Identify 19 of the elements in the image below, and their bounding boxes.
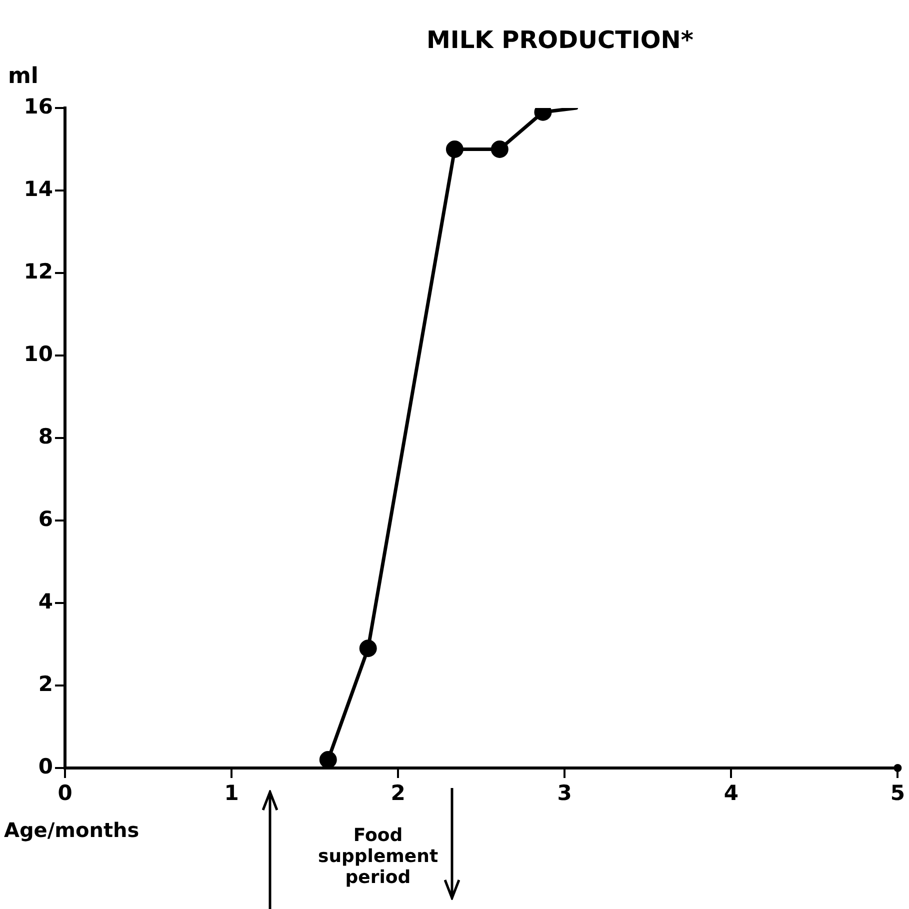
y-tick-label: 12 [24,259,53,284]
x-tick-label: 0 [58,781,72,806]
y-tick-label: 16 [24,94,53,118]
x-tick-label: 2 [390,781,406,806]
y-axis-title: ml [8,64,38,89]
y-tick-label: 14 [24,176,53,201]
x-tick-label: 3 [557,781,572,806]
y-tick-label: 6 [38,506,53,531]
x-axis-title: Age/months [4,818,140,842]
x-tick-label: 1 [224,781,239,806]
y-tick-label: 10 [24,342,53,366]
y-tick-label: 0 [38,754,53,778]
x-tick-label: 5 [890,781,906,806]
chart-title: MILK PRODUCTION* [426,26,694,54]
text: Food supplement period [318,825,438,888]
y-tick-label: 4 [38,589,53,614]
y-tick-label: 2 [38,672,53,696]
y-tick-label: 8 [38,424,53,448]
x-tick-label: 4 [724,781,738,806]
